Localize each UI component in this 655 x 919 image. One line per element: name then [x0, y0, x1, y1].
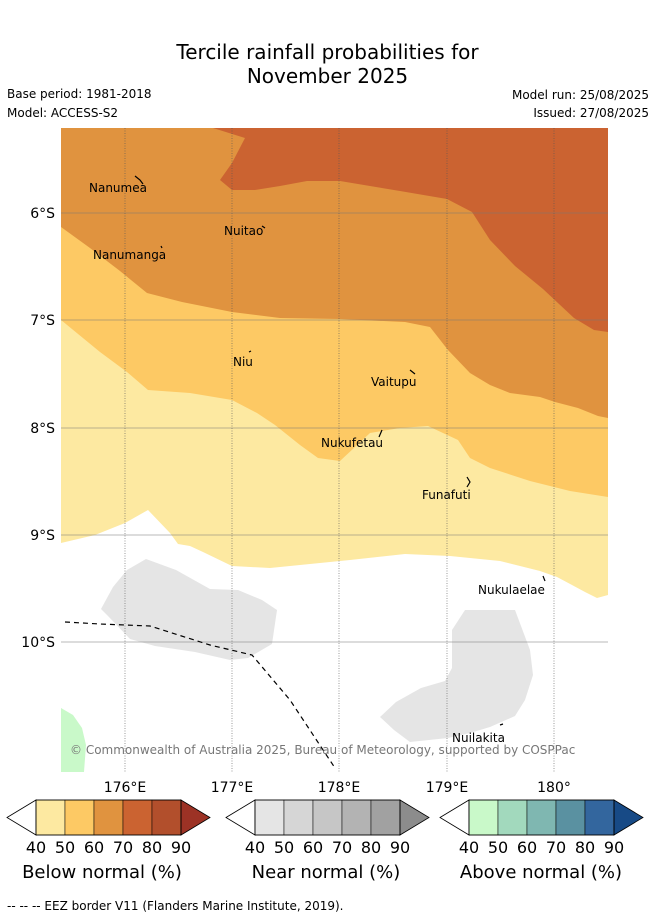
island-mark-nanumea — [134, 175, 144, 185]
latitude-tick-label: 7°S — [30, 313, 55, 329]
base-period-label: Base period: 1981-2018 — [7, 87, 152, 101]
colorbar-frame — [468, 799, 615, 836]
colorbar: 40 50 60 70 80 90 — [6, 799, 211, 857]
place-label: Nuilakita — [452, 731, 505, 745]
island-mark-niu — [248, 350, 252, 353]
latitude-tick-label: 9°S — [30, 528, 55, 544]
eez-border — [64, 621, 336, 769]
eez-footer-note: -- -- -- EEZ border V11 (Flanders Marine… — [7, 899, 344, 913]
longitude-tick-label: 178°E — [318, 780, 361, 796]
colorbar-tick-label: 50 — [488, 838, 508, 857]
island-mark-nukufetau — [378, 429, 383, 438]
colorbar-segment — [555, 799, 586, 836]
latitude-tick-label: 10°S — [21, 635, 55, 651]
island-mark-funafuti — [466, 476, 471, 488]
map-title: Tercile rainfall probabilities for Novem… — [0, 40, 655, 88]
colorbar-frame — [254, 799, 401, 836]
title-line-2: November 2025 — [246, 64, 409, 88]
colorbar-segment — [526, 799, 557, 836]
colorbar-right-extension — [613, 799, 644, 836]
latitude-labels: 6°S 7°S 8°S 9°S 10°S — [21, 206, 55, 651]
place-labels: Nanumea Nuitao Nanumanga Niu Vaitupu Nukufeta… — [89, 181, 545, 745]
colorbar-segment — [312, 799, 343, 836]
field-near-40-east — [380, 610, 533, 742]
colorbar-tick-label: 60 — [303, 838, 323, 857]
longitude-labels: 176°E 177°E 178°E 179°E 180° — [104, 780, 571, 796]
colorbar-segment — [370, 799, 401, 836]
place-label: Nanumanga — [93, 248, 166, 262]
colorbar-left-extension — [6, 799, 37, 836]
longitude-tick-label: 179°E — [426, 780, 469, 796]
place-label: Nuitao — [224, 224, 263, 238]
place-label: Niu — [233, 355, 253, 369]
colorbar-tick-label: 90 — [171, 838, 191, 857]
island-mark-nuilakita — [499, 723, 504, 726]
colorbar-segment — [151, 799, 182, 836]
colorbar-tick-label: 50 — [55, 838, 75, 857]
colorbar-tick-label: 40 — [459, 838, 479, 857]
colorbar-title-above: Above normal (%) — [459, 862, 623, 883]
copyright-text: © Commonwealth of Australia 2025, Bureau… — [70, 743, 575, 757]
islands — [134, 175, 546, 726]
colorbar-tick-label: 80 — [142, 838, 162, 857]
colorbars: 40 50 60 70 80 90 40 50 60 70 80 90 40 50 60 70 80 90 — [6, 799, 644, 857]
colorbar-right-extension — [399, 799, 430, 836]
place-label: Funafuti — [422, 488, 471, 502]
latitude-tick-label: 6°S — [30, 206, 55, 222]
longitude-tick-label: 177°E — [211, 780, 254, 796]
colorbar-segment — [341, 799, 372, 836]
island-mark-nuitao — [261, 225, 266, 229]
title-line-1: Tercile rainfall probabilities for — [176, 40, 479, 64]
colorbar-segment — [497, 799, 528, 836]
colorbar-tick-label: 70 — [332, 838, 352, 857]
colorbar-segment — [35, 799, 66, 836]
colorbar-segment — [283, 799, 314, 836]
colorbar: 40 50 60 70 80 90 — [225, 799, 430, 857]
place-label: Nanumea — [89, 181, 147, 195]
colorbar-tick-label: 80 — [575, 838, 595, 857]
colorbar-title-near: Near normal (%) — [251, 862, 401, 883]
colorbar-segment — [93, 799, 124, 836]
island-mark-nanumanga — [160, 245, 163, 249]
model-run-label: Model run: 25/08/2025 — [511, 88, 649, 102]
field-near-40-west — [101, 559, 277, 660]
field-below-70 — [213, 128, 608, 332]
longitude-tick-label: 180° — [537, 780, 571, 796]
colorbar-segment — [584, 799, 615, 836]
colorbar-tick-label: 60 — [84, 838, 104, 857]
place-label: Vaitupu — [371, 375, 417, 389]
longitude-tick-label: 176°E — [104, 780, 147, 796]
colorbar-tick-label: 50 — [274, 838, 294, 857]
issued-label: Issued: 27/08/2025 — [533, 106, 649, 120]
place-label: Nukulaelae — [478, 583, 545, 597]
colorbar-left-extension — [225, 799, 256, 836]
colorbar-left-extension — [439, 799, 470, 836]
place-label: Nukufetau — [321, 436, 383, 450]
colorbar-segment — [468, 799, 499, 836]
colorbar-frame — [35, 799, 182, 836]
colorbar-segment — [64, 799, 95, 836]
colorbar-segment — [254, 799, 285, 836]
island-mark-vaitupu — [409, 369, 416, 375]
colorbar-tick-label: 80 — [361, 838, 381, 857]
colorbar-tick-label: 40 — [245, 838, 265, 857]
graticule — [61, 128, 608, 772]
latitude-tick-label: 8°S — [30, 421, 55, 437]
colorbar-tick-label: 70 — [113, 838, 133, 857]
model-label: Model: ACCESS-S2 — [7, 106, 119, 120]
field-above-40 — [61, 708, 86, 772]
colorbar-tick-label: 70 — [546, 838, 566, 857]
colorbar: 40 50 60 70 80 90 — [439, 799, 644, 857]
colorbar-right-extension — [180, 799, 211, 836]
colorbar-segment — [122, 799, 153, 836]
colorbar-title-below: Below normal (%) — [22, 862, 182, 883]
colorbar-tick-label: 90 — [604, 838, 624, 857]
colorbar-tick-label: 90 — [390, 838, 410, 857]
probability-fields — [61, 128, 608, 772]
colorbar-tick-label: 40 — [26, 838, 46, 857]
island-mark-nukulaelae — [542, 575, 546, 582]
colorbar-tick-label: 60 — [517, 838, 537, 857]
